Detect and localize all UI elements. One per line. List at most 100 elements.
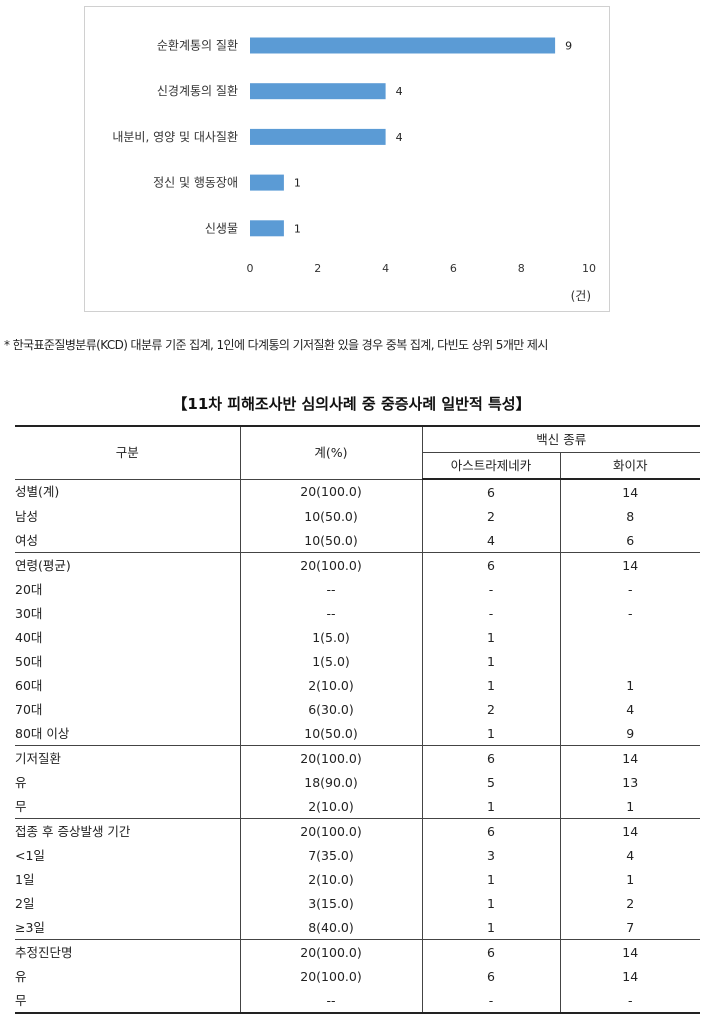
pfizer-cell	[560, 625, 700, 649]
pfizer-cell: 7	[626, 919, 635, 935]
category-label: 내분비, 영양 및 대사질환	[112, 130, 238, 144]
total-cell: 2(10.0)	[240, 673, 423, 697]
table-row: 1일 2(10.0) 1 1	[15, 867, 700, 891]
astrazeneca-cell: 2	[422, 504, 561, 528]
astrazeneca-cell: 1	[422, 649, 561, 673]
x-tick-label: 0	[247, 262, 254, 275]
table-group-row: 연령(평균) 20(100.0) 6 14	[15, 552, 701, 577]
pfizer-cell: 1	[626, 798, 635, 814]
total-cell: 20(100.0)	[240, 745, 423, 770]
astrazeneca-cell: -	[422, 577, 561, 601]
astrazeneca-cell: 6	[422, 818, 561, 843]
chart-unit-label: (건)	[570, 289, 591, 303]
table-row: 무 2(10.0) 1 1	[15, 794, 700, 819]
header-pfizer: 화이자	[560, 452, 701, 480]
row-label: 남성	[15, 504, 241, 528]
row-label: 무	[15, 794, 241, 819]
row-label: 유	[15, 964, 241, 988]
total-cell: 1(5.0)	[240, 625, 423, 649]
row-label: 20대	[15, 577, 241, 601]
table-row: 유 18(90.0) 5 13	[15, 770, 700, 794]
pfizer-cell: 6	[626, 532, 635, 548]
row-label: 접종 후 증상발생 기간	[15, 818, 241, 843]
data-value-label: 4	[396, 85, 403, 98]
table-group-row: 성별(계) 20(100.0) 6 14	[15, 478, 701, 504]
x-tick-label: 8	[518, 262, 525, 275]
astrazeneca-cell: 1	[422, 625, 561, 649]
pfizer-cell: 14	[560, 818, 701, 843]
characteristics-table: 구분 계(%) 백신 종류 아스트라제네카 화이자 성별(계) 20(100.0)…	[15, 425, 701, 1014]
category-label: 순환계통의 질환	[157, 39, 238, 53]
table-row: 30대 -- - -	[15, 601, 700, 625]
row-label: ≥3일	[15, 915, 241, 940]
astrazeneca-cell: 1	[422, 915, 561, 940]
row-label: 유	[15, 770, 241, 794]
pfizer-cell: 14	[560, 478, 701, 504]
total-cell: --	[240, 988, 423, 1014]
table-row: 70대 6(30.0) 2 4	[15, 697, 700, 721]
pfizer-cell: 4	[626, 847, 635, 863]
table-row: 여성 10(50.0) 4 6	[15, 528, 700, 553]
table-group-row: 추정진단명 20(100.0) 6 14	[15, 939, 701, 964]
table-row: 20대 -- - -	[15, 577, 700, 601]
pfizer-cell: 14	[560, 939, 701, 964]
total-cell: 8(40.0)	[240, 915, 423, 940]
astrazeneca-cell: 3	[422, 843, 561, 867]
astrazeneca-cell: 6	[422, 939, 561, 964]
pfizer-cell: 13	[622, 774, 639, 790]
total-cell: 2(10.0)	[240, 794, 423, 819]
total-cell: 20(100.0)	[240, 964, 423, 988]
bar	[250, 128, 386, 145]
row-label: 60대	[15, 673, 241, 697]
total-cell: --	[240, 601, 423, 625]
row-label: 40대	[15, 625, 241, 649]
pfizer-cell	[560, 649, 700, 673]
data-value-label: 9	[565, 40, 572, 53]
data-value-label: 1	[294, 177, 301, 190]
astrazeneca-cell: -	[422, 988, 561, 1014]
total-cell: 7(35.0)	[240, 843, 423, 867]
pfizer-cell: 4	[626, 701, 635, 717]
pfizer-cell: 1	[626, 677, 635, 693]
total-cell: 20(100.0)	[240, 818, 423, 843]
astrazeneca-cell: 2	[422, 697, 561, 721]
pfizer-cell: 1	[626, 871, 635, 887]
astrazeneca-cell: -	[422, 601, 561, 625]
row-label: 추정진단명	[15, 939, 241, 964]
table-row: 무 -- - -	[15, 988, 701, 1014]
table-row: 2일 3(15.0) 1 2	[15, 891, 700, 915]
astrazeneca-cell: 1	[422, 891, 561, 915]
row-label: 1일	[15, 867, 241, 891]
astrazeneca-cell: 4	[422, 528, 561, 553]
table-row: 60대 2(10.0) 1 1	[15, 673, 700, 697]
total-cell: --	[240, 577, 423, 601]
row-label: <1일	[15, 843, 241, 867]
row-label: 70대	[15, 697, 241, 721]
astrazeneca-cell: 1	[422, 794, 561, 819]
header-vaccine-type: 백신 종류	[422, 425, 701, 453]
row-label: 성별(계)	[15, 478, 241, 504]
header-total: 계(%)	[240, 425, 423, 479]
table-group-row: 접종 후 증상발생 기간 20(100.0) 6 14	[15, 818, 701, 843]
total-cell: 6(30.0)	[240, 697, 423, 721]
header-category: 구분	[15, 425, 241, 479]
category-label: 정신 및 행동장애	[153, 175, 238, 190]
total-cell: 20(100.0)	[240, 552, 423, 577]
x-tick-label: 6	[450, 262, 457, 275]
row-label: 연령(평균)	[15, 552, 241, 577]
table-row: 80대 이상 10(50.0) 1 9	[15, 721, 700, 746]
pfizer-cell: 8	[626, 508, 635, 524]
bar	[250, 37, 556, 54]
row-label: 2일	[15, 891, 241, 915]
pfizer-cell: 9	[626, 725, 635, 741]
bar	[250, 83, 386, 100]
row-label: 30대	[15, 601, 241, 625]
row-label: 무	[15, 988, 241, 1014]
pfizer-cell: 14	[560, 745, 701, 770]
pfizer-cell: -	[628, 581, 633, 597]
total-cell: 2(10.0)	[240, 867, 423, 891]
total-cell: 10(50.0)	[240, 721, 423, 746]
astrazeneca-cell: 5	[422, 770, 561, 794]
x-tick-label: 2	[314, 262, 321, 275]
astrazeneca-cell: 1	[422, 867, 561, 891]
